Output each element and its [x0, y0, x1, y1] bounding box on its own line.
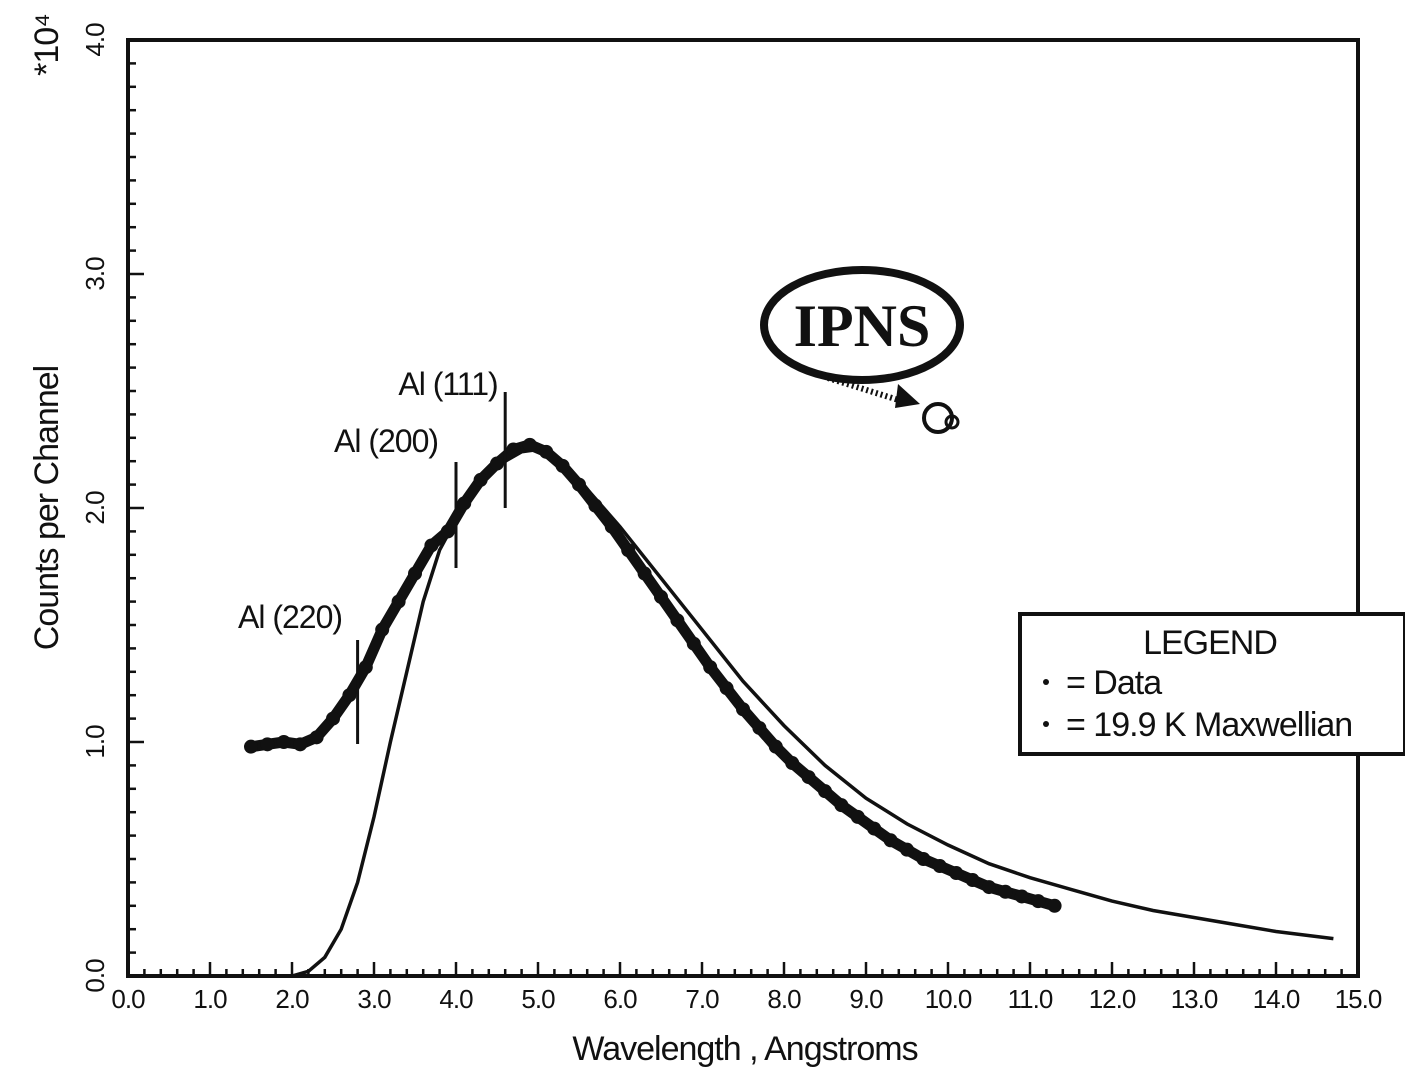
data-point [276, 735, 291, 749]
logo-target-core-icon [944, 414, 960, 430]
logo-arrow-icon [895, 384, 920, 408]
x-tick-label: 0.0 [111, 984, 145, 1014]
data-point [686, 636, 701, 651]
legend: LEGEND = Data = 19.9 K Maxwellian [1018, 612, 1405, 756]
y-tick-label: 4.0 [80, 23, 110, 57]
x-tick-label: 14.0 [1253, 984, 1300, 1014]
data-point [654, 589, 668, 604]
bragg-edge-annotations: Al (220) Al (200) Al (111) [238, 366, 507, 744]
data-point [818, 784, 832, 799]
data-point [309, 730, 324, 745]
data-point [982, 880, 996, 895]
data-point [768, 739, 783, 754]
legend-marker-maxwellian [1043, 721, 1049, 727]
data-point [539, 444, 554, 459]
x-tick-label: 7.0 [685, 984, 719, 1014]
x-axis-ticks: 0.0 1.0 2.0 3.0 4.0 5.0 6.0 7.0 8.0 9.0 10.0 11.0 12… [111, 962, 1383, 1014]
data-point [244, 739, 258, 754]
annotation-label: Al (220) [238, 599, 342, 635]
plot-frame [126, 38, 1360, 978]
logo-beam-icon [827, 375, 906, 405]
x-tick-label: 9.0 [849, 984, 883, 1014]
data-point [440, 524, 455, 539]
ipns-logo: IPNS [760, 266, 964, 434]
data-point [1047, 898, 1062, 913]
data-point [408, 566, 422, 581]
x-tick-label: 6.0 [603, 984, 637, 1014]
data-point [342, 688, 357, 703]
data-point [424, 538, 439, 553]
data-point [949, 866, 964, 881]
data-point [916, 852, 931, 866]
x-tick-label: 5.0 [521, 984, 555, 1014]
data-point [637, 566, 652, 581]
data-point [358, 660, 373, 675]
logo-text: IPNS [794, 293, 931, 359]
x-axis-label: Wavelength , Angstroms [572, 1030, 917, 1068]
data-point [703, 660, 718, 675]
data-point [604, 519, 619, 534]
y-tick-label: 3.0 [80, 257, 110, 291]
x-tick-label: 13.0 [1171, 984, 1218, 1014]
data-point [490, 456, 504, 471]
data-point [506, 442, 521, 457]
data-point [850, 809, 865, 824]
logo-target-icon [922, 402, 954, 434]
x-tick-label: 4.0 [439, 984, 473, 1014]
y-axis-ticks: 0.0 1.0 2.0 3.0 4.0 [80, 23, 144, 993]
data-point [932, 859, 947, 874]
x-tick-label: 15.0 [1335, 984, 1382, 1014]
data-point [736, 702, 750, 717]
y-axis-label: Counts per Channel [28, 366, 66, 650]
legend-entry-maxwellian: = 19.9 K Maxwellian [1066, 706, 1352, 744]
data-point [719, 681, 734, 696]
data-point [375, 622, 390, 637]
data-point [998, 884, 1013, 899]
data-point [752, 720, 767, 735]
data-point [1014, 889, 1029, 904]
data-point [293, 737, 308, 752]
x-tick-label: 2.0 [275, 984, 309, 1014]
y-axis-multiplier: *10⁴ [28, 14, 66, 76]
data-point [670, 613, 685, 628]
data-point [801, 770, 816, 785]
data-point [572, 477, 586, 492]
data-point [588, 498, 603, 513]
y-tick-label: 2.0 [80, 491, 110, 525]
x-tick-label: 11.0 [1008, 984, 1053, 1014]
data-point [457, 496, 472, 511]
y-tick-label: 0.0 [80, 959, 110, 993]
logo-ellipse [760, 266, 964, 384]
data-point [522, 437, 537, 452]
annotation-label: Al (111) [398, 366, 497, 402]
data-point [555, 458, 570, 473]
data-point [391, 594, 406, 609]
data-point [965, 873, 980, 888]
data-point [900, 842, 914, 857]
x-tick-label: 10.0 [925, 984, 972, 1014]
data-point [785, 756, 800, 771]
data-point [473, 472, 488, 487]
data-point [326, 711, 340, 726]
legend-box [1018, 612, 1405, 756]
y-tick-label: 1.0 [80, 725, 110, 759]
legend-entry-data: = Data [1066, 664, 1162, 702]
x-tick-label: 1.0 [193, 984, 227, 1014]
x-tick-label: 8.0 [767, 984, 801, 1014]
annotation-label: Al (200) [334, 423, 438, 459]
x-tick-label: 12.0 [1089, 984, 1136, 1014]
legend-marker-data [1043, 679, 1049, 685]
legend-title: LEGEND [1143, 624, 1277, 662]
data-point [867, 821, 882, 836]
data-point [883, 833, 898, 848]
data-point [1031, 894, 1046, 909]
data-point [834, 798, 849, 813]
series-points-data [244, 437, 1062, 913]
series-line-maxwellian [291, 447, 1334, 978]
data-point [260, 737, 275, 752]
data-point [621, 543, 636, 558]
x-tick-label: 3.0 [357, 984, 391, 1014]
